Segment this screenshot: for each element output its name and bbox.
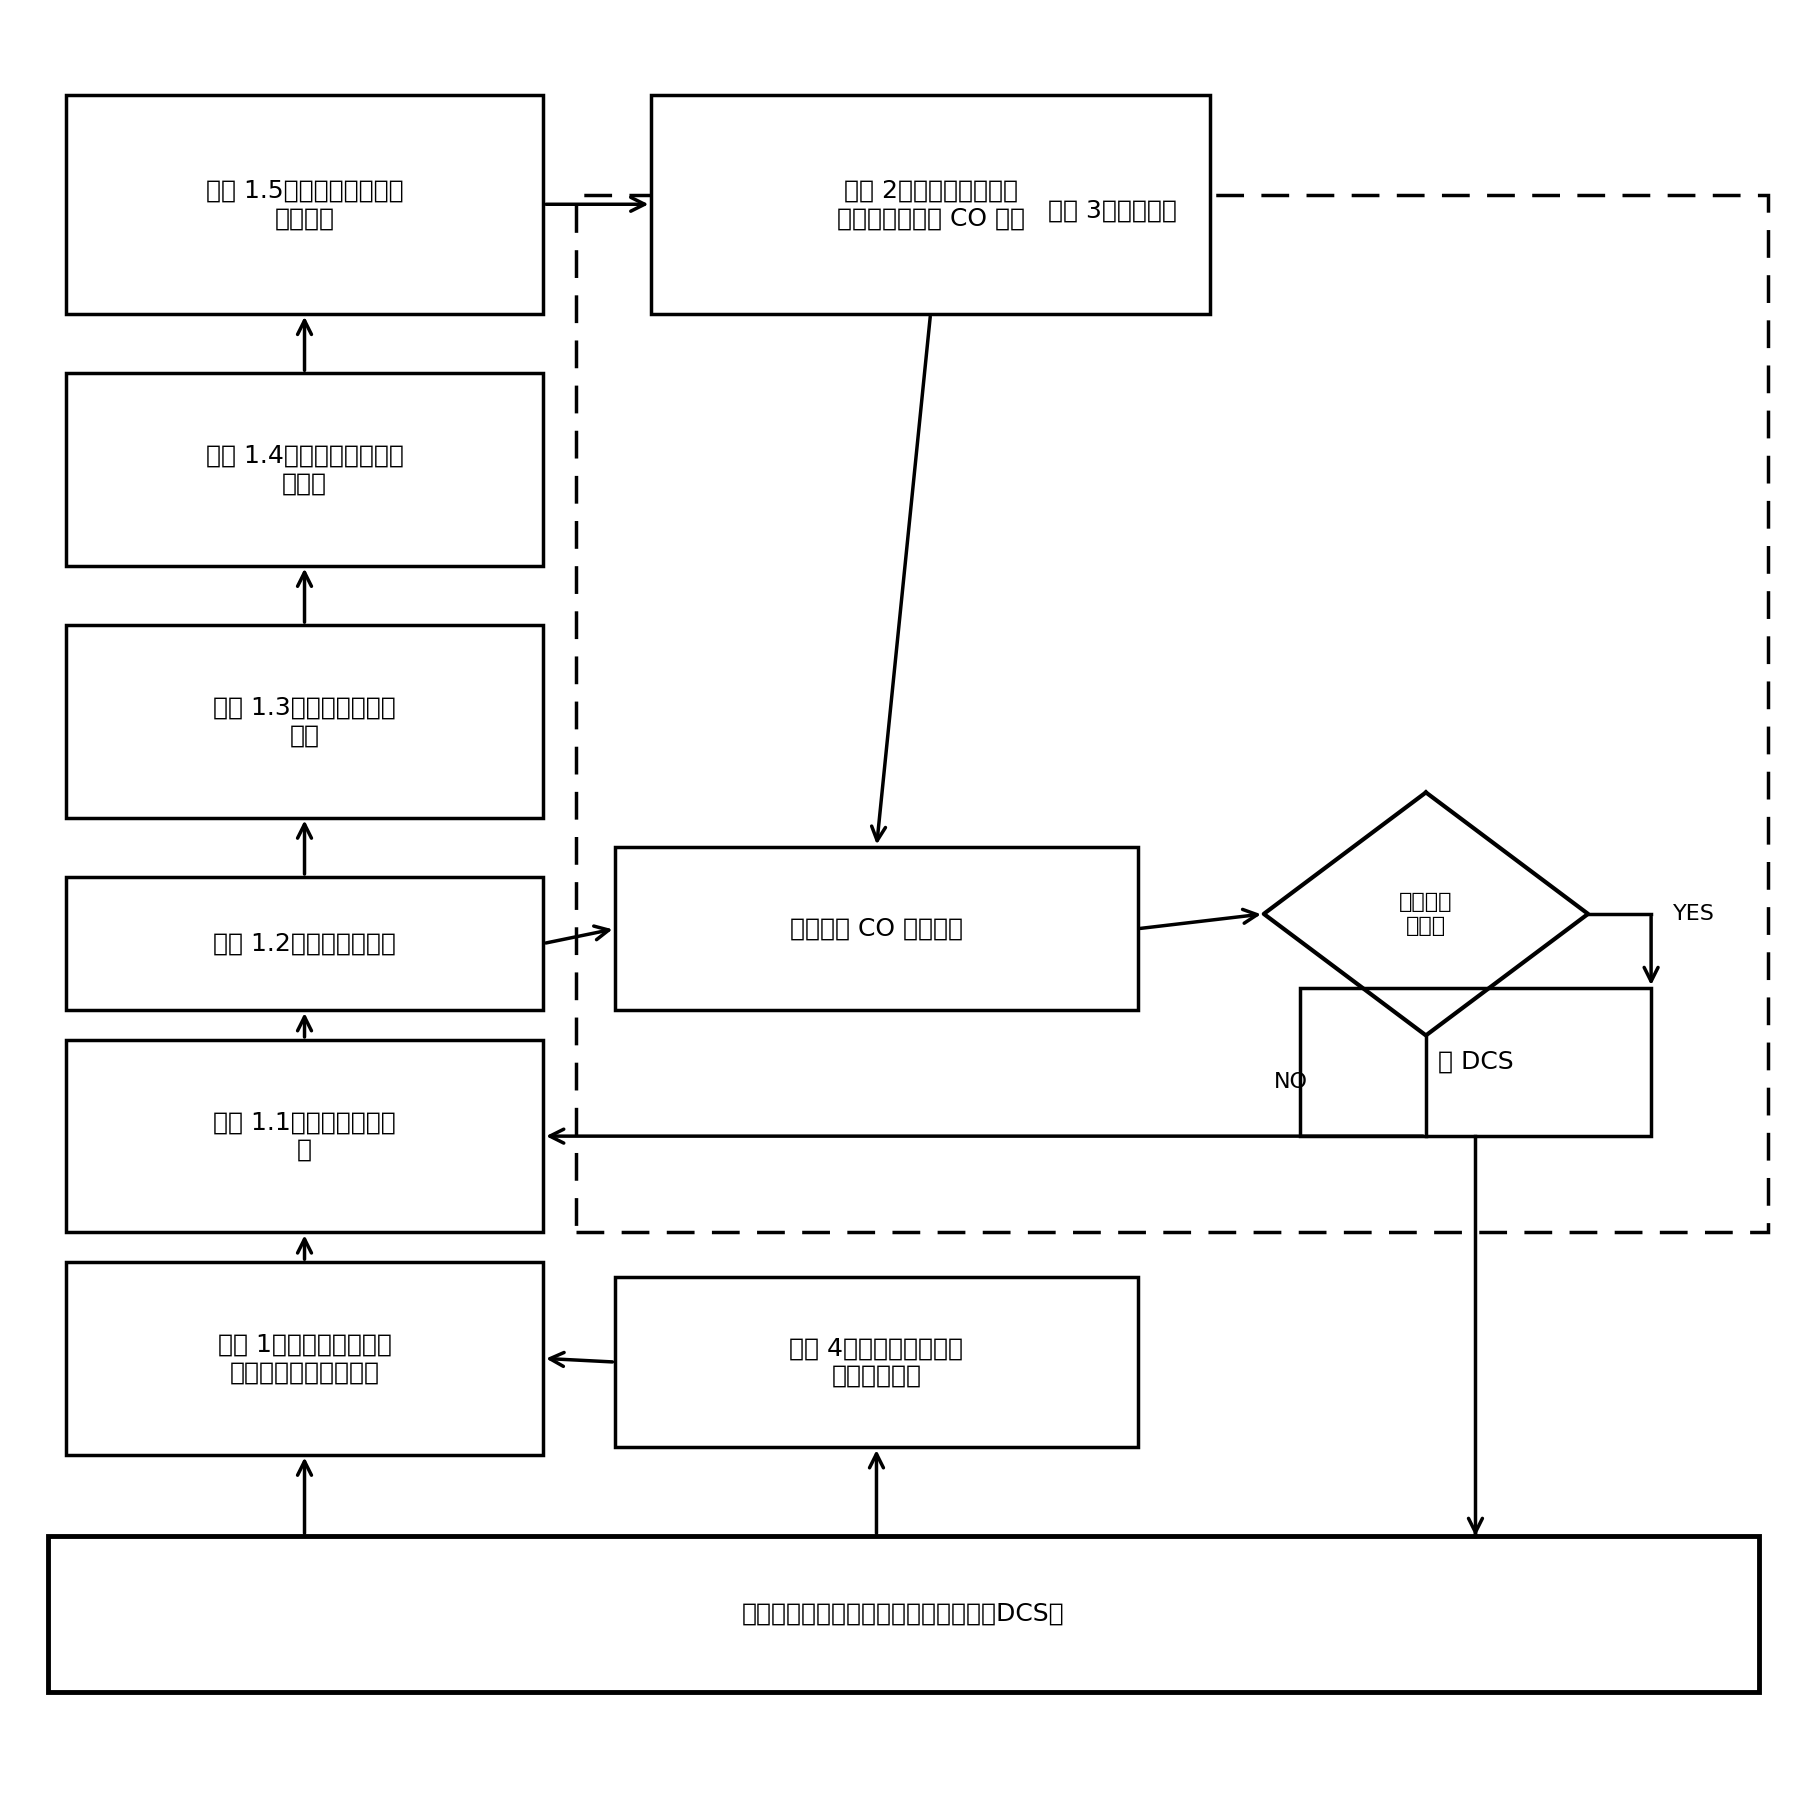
FancyBboxPatch shape bbox=[65, 1262, 544, 1454]
FancyBboxPatch shape bbox=[65, 877, 544, 1010]
Text: 比较两个 CO 含量估计: 比较两个 CO 含量估计 bbox=[790, 917, 963, 941]
Text: 步骤 1.5：估算待生定碳、
再生定碳: 步骤 1.5：估算待生定碳、 再生定碳 bbox=[206, 178, 403, 230]
FancyBboxPatch shape bbox=[614, 847, 1138, 1010]
Text: 步骤 4：采集化验数据，
进行模型修正: 步骤 4：采集化验数据， 进行模型修正 bbox=[790, 1336, 963, 1389]
Polygon shape bbox=[1263, 792, 1588, 1035]
Text: 步骤 1.1：计算总耗氧速
率: 步骤 1.1：计算总耗氧速 率 bbox=[213, 1110, 396, 1162]
FancyBboxPatch shape bbox=[614, 1276, 1138, 1447]
FancyBboxPatch shape bbox=[1299, 988, 1652, 1137]
Text: 收敛条件
符合？: 收敛条件 符合？ bbox=[1399, 892, 1453, 936]
FancyBboxPatch shape bbox=[651, 94, 1209, 314]
Text: NO: NO bbox=[1274, 1073, 1308, 1093]
Text: YES: YES bbox=[1673, 905, 1715, 925]
Text: 步骤 1：采集数据，建立
再生器模型，在线计算: 步骤 1：采集数据，建立 再生器模型，在线计算 bbox=[217, 1333, 392, 1385]
FancyBboxPatch shape bbox=[47, 1536, 1760, 1692]
Text: 催裂化装置被控对象和集散控制系统（DCS）: 催裂化装置被控对象和集散控制系统（DCS） bbox=[743, 1603, 1064, 1626]
Text: 送 DCS: 送 DCS bbox=[1438, 1050, 1512, 1073]
Bar bbox=[576, 196, 1769, 1233]
Text: 步骤 3：迭代校正: 步骤 3：迭代校正 bbox=[1048, 198, 1176, 223]
Text: 步骤 2：建立焚烧炉热量
平衡模型，细估 CO 含量: 步骤 2：建立焚烧炉热量 平衡模型，细估 CO 含量 bbox=[837, 178, 1025, 230]
FancyBboxPatch shape bbox=[65, 625, 544, 818]
Text: 步骤 1.4：估算总生焦量、
生焦率: 步骤 1.4：估算总生焦量、 生焦率 bbox=[206, 444, 403, 495]
FancyBboxPatch shape bbox=[65, 1041, 544, 1233]
Text: 步骤 1.2：估算烟气组成: 步骤 1.2：估算烟气组成 bbox=[213, 932, 396, 955]
FancyBboxPatch shape bbox=[65, 94, 544, 314]
Text: 步骤 1.3：估算催化剂循
环量: 步骤 1.3：估算催化剂循 环量 bbox=[213, 696, 396, 747]
FancyBboxPatch shape bbox=[65, 373, 544, 566]
